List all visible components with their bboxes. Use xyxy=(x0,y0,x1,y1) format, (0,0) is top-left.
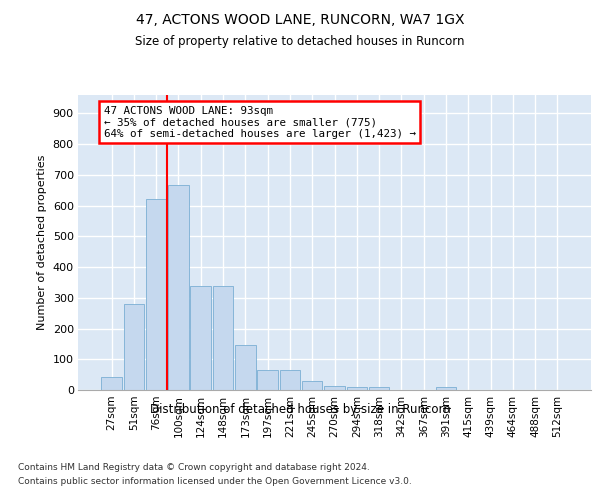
Bar xyxy=(369,387,389,390)
Bar xyxy=(190,286,211,390)
Bar xyxy=(168,184,189,390)
Text: Distribution of detached houses by size in Runcorn: Distribution of detached houses by size … xyxy=(149,402,451,415)
Text: Contains public sector information licensed under the Open Government Licence v3: Contains public sector information licen… xyxy=(18,478,412,486)
Bar xyxy=(235,344,256,390)
Text: Contains HM Land Registry data © Crown copyright and database right 2024.: Contains HM Land Registry data © Crown c… xyxy=(18,462,370,471)
Bar xyxy=(436,387,456,390)
Bar xyxy=(324,386,345,390)
Bar xyxy=(302,382,322,390)
Text: 47, ACTONS WOOD LANE, RUNCORN, WA7 1GX: 47, ACTONS WOOD LANE, RUNCORN, WA7 1GX xyxy=(136,12,464,26)
Bar xyxy=(280,370,300,390)
Bar xyxy=(347,387,367,390)
Bar xyxy=(257,370,278,390)
Bar xyxy=(124,304,144,390)
Bar xyxy=(146,200,166,390)
Text: 47 ACTONS WOOD LANE: 93sqm
← 35% of detached houses are smaller (775)
64% of sem: 47 ACTONS WOOD LANE: 93sqm ← 35% of deta… xyxy=(104,106,416,139)
Bar xyxy=(213,286,233,390)
Text: Size of property relative to detached houses in Runcorn: Size of property relative to detached ho… xyxy=(135,35,465,48)
Y-axis label: Number of detached properties: Number of detached properties xyxy=(37,155,47,330)
Bar xyxy=(101,377,122,390)
